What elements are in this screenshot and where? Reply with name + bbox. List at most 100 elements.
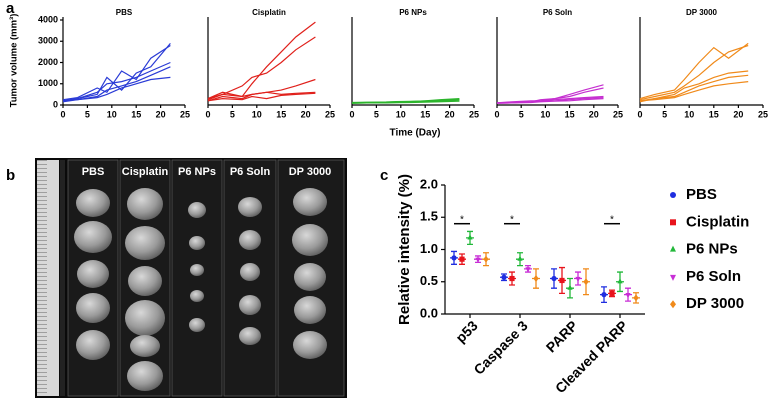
data-line: [207, 91, 316, 100]
y-axis-label: Relative intensity (%): [396, 174, 413, 325]
chart-title: DP 3000: [686, 8, 718, 17]
data-point: [625, 293, 631, 299]
x-tick-label: 20: [301, 109, 311, 119]
panel-label: a: [6, 0, 15, 17]
y-tick-label: 4000: [38, 14, 58, 24]
x-tick-label: 10: [540, 109, 550, 119]
data-line: [639, 81, 749, 102]
legend-marker: [670, 245, 676, 252]
x-tick-label: 25: [613, 109, 623, 119]
legend-label: P6 NPs: [686, 241, 738, 258]
data-line: [639, 44, 749, 101]
tumors: [74, 188, 328, 391]
x-tick-label: 15: [276, 109, 286, 119]
data-point: [583, 278, 589, 286]
legend-label: Cisplatin: [686, 213, 749, 230]
data-line: [62, 76, 171, 102]
chart-title: P6 NPs: [399, 8, 427, 17]
y-tick-label: 1000: [38, 78, 58, 88]
legend-label: P6 Soln: [686, 268, 741, 285]
data-point: [575, 276, 581, 283]
data-point: [617, 278, 623, 284]
data-line: [351, 100, 460, 104]
data-point: [517, 255, 523, 261]
x-tick-label: 25: [325, 109, 335, 119]
data-line: [207, 92, 316, 102]
data-point: [475, 257, 481, 263]
significance-label: *: [460, 214, 464, 225]
x-tick-label: 15: [420, 109, 430, 119]
photo-label: PBS: [82, 166, 105, 178]
x-tick-label: p53: [452, 317, 481, 346]
data-line: [496, 98, 604, 104]
x-tick-label: 10: [396, 109, 406, 119]
x-tick-label: 10: [684, 109, 694, 119]
legend-marker: [670, 274, 676, 281]
x-tick-label: 0: [637, 109, 642, 119]
x-tick-label: 25: [469, 109, 479, 119]
x-tick-label: 5: [662, 109, 667, 119]
photo-label: P6 Soln: [230, 166, 271, 178]
panel-label: b: [6, 167, 15, 184]
x-tick-label: 5: [85, 109, 90, 119]
x-tick-label: 20: [156, 109, 166, 119]
data-point: [567, 284, 573, 290]
y-tick-label: 0: [53, 99, 58, 109]
data-point: [459, 256, 465, 262]
x-tick-label: 10: [252, 109, 262, 119]
data-point: [467, 234, 473, 240]
y-tick-label: 1.0: [420, 241, 438, 256]
data-line: [351, 98, 460, 104]
y-tick-label: 3000: [38, 36, 58, 46]
legend-marker: [670, 219, 676, 226]
x-tick-label: 15: [131, 109, 141, 119]
legend-marker: [670, 300, 676, 309]
x-tick-label: 20: [445, 109, 455, 119]
significance-label: *: [610, 214, 614, 225]
x-tick-label: 5: [374, 109, 379, 119]
x-tick-label: 15: [709, 109, 719, 119]
tumor-photo: PBS Cisplatin P6 NPs P6 Soln DP 3000: [35, 158, 347, 398]
y-tick-label: 0.0: [420, 305, 438, 320]
data-point: [451, 255, 457, 261]
data-line: [639, 74, 749, 103]
chart-title: Cisplatin: [252, 8, 286, 17]
photo-label: Cisplatin: [122, 166, 169, 178]
x-tick-label: 25: [758, 109, 768, 119]
data-point: [601, 292, 607, 298]
x-tick-label: 20: [589, 109, 599, 119]
data-point: [533, 274, 539, 283]
x-tick-label: 0: [205, 109, 210, 119]
data-line: [62, 61, 171, 102]
y-tick-label: 1.5: [420, 209, 438, 224]
data-point: [559, 277, 565, 284]
data-line: [639, 42, 749, 100]
legend-marker: [670, 192, 676, 198]
x-tick-label: 0: [60, 109, 65, 119]
x-axis-label: Time (Day): [390, 128, 441, 139]
data-point: [525, 267, 531, 273]
photo-label: P6 NPs: [178, 166, 216, 178]
panel-label: c: [380, 167, 388, 184]
x-tick-label: PARP: [543, 317, 581, 355]
data-point: [633, 294, 639, 302]
y-tick-label: 0.5: [420, 273, 438, 288]
data-point: [609, 290, 615, 296]
data-point: [551, 275, 557, 282]
data-line: [207, 36, 316, 101]
legend-label: DP 3000: [686, 295, 744, 312]
x-tick-label: 25: [180, 109, 190, 119]
ruler-edge: [60, 160, 65, 396]
data-point: [501, 274, 507, 280]
x-tick-label: 15: [565, 109, 575, 119]
chart-title: PBS: [116, 8, 133, 17]
data-line: [62, 43, 171, 102]
x-tick-label: 10: [107, 109, 117, 119]
x-tick-label: 20: [733, 109, 743, 119]
significance-label: *: [510, 214, 514, 225]
data-line: [62, 44, 171, 101]
data-line: [207, 21, 316, 100]
y-tick-label: 2.0: [420, 176, 438, 191]
x-tick-label: 0: [349, 109, 354, 119]
